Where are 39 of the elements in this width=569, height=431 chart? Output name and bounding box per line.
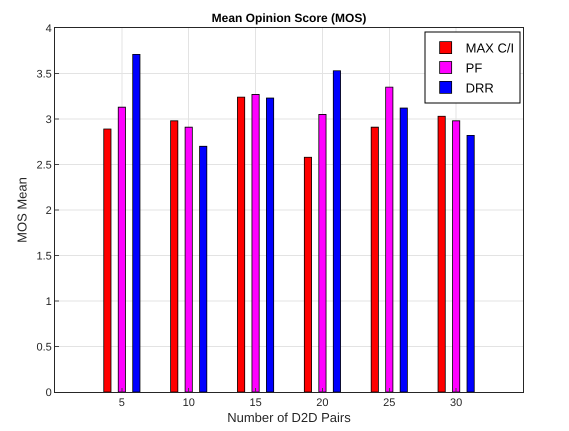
x-tick-label: 15 — [249, 397, 262, 410]
x-tick-label: 20 — [316, 397, 329, 410]
bar — [132, 54, 140, 392]
bar — [438, 116, 446, 392]
bar — [199, 146, 208, 392]
chart-title: Mean Opinion Score (MOS) — [212, 11, 366, 26]
x-tick-label: 5 — [118, 397, 125, 410]
bar — [400, 108, 408, 392]
bar — [318, 114, 326, 392]
legend-label: DRR — [466, 80, 494, 96]
bar — [266, 98, 274, 392]
bar — [184, 126, 193, 392]
y-tick-label: 0 — [46, 386, 52, 399]
bar — [103, 128, 112, 392]
bar — [332, 70, 341, 392]
bar — [466, 134, 475, 392]
y-tick-label: 3.5 — [36, 68, 52, 80]
y-tick-label: 2.5 — [36, 159, 52, 172]
y-tick-label: 0.5 — [36, 341, 52, 354]
bar — [252, 94, 260, 392]
bar — [170, 120, 178, 392]
y-tick-label: 1 — [46, 296, 52, 308]
y-axis-title: MOS Mean — [14, 177, 30, 243]
y-tick-label: 4 — [46, 22, 52, 35]
bar — [452, 120, 460, 392]
legend-label: MAX C/I — [466, 40, 514, 56]
bar — [370, 126, 379, 392]
bar — [385, 86, 394, 392]
bar — [304, 156, 312, 392]
x-tick-label: 25 — [383, 397, 396, 410]
y-tick-label: 2 — [46, 204, 52, 217]
bar — [237, 96, 246, 392]
x-tick-label: 10 — [182, 397, 195, 410]
bar — [118, 106, 126, 392]
y-tick-label: 3 — [46, 114, 52, 126]
x-axis-title: Number of D2D Pairs — [227, 410, 352, 425]
y-tick-label: 1.5 — [36, 250, 52, 262]
x-tick-label: 30 — [450, 397, 462, 410]
legend-label: PF — [466, 60, 482, 76]
